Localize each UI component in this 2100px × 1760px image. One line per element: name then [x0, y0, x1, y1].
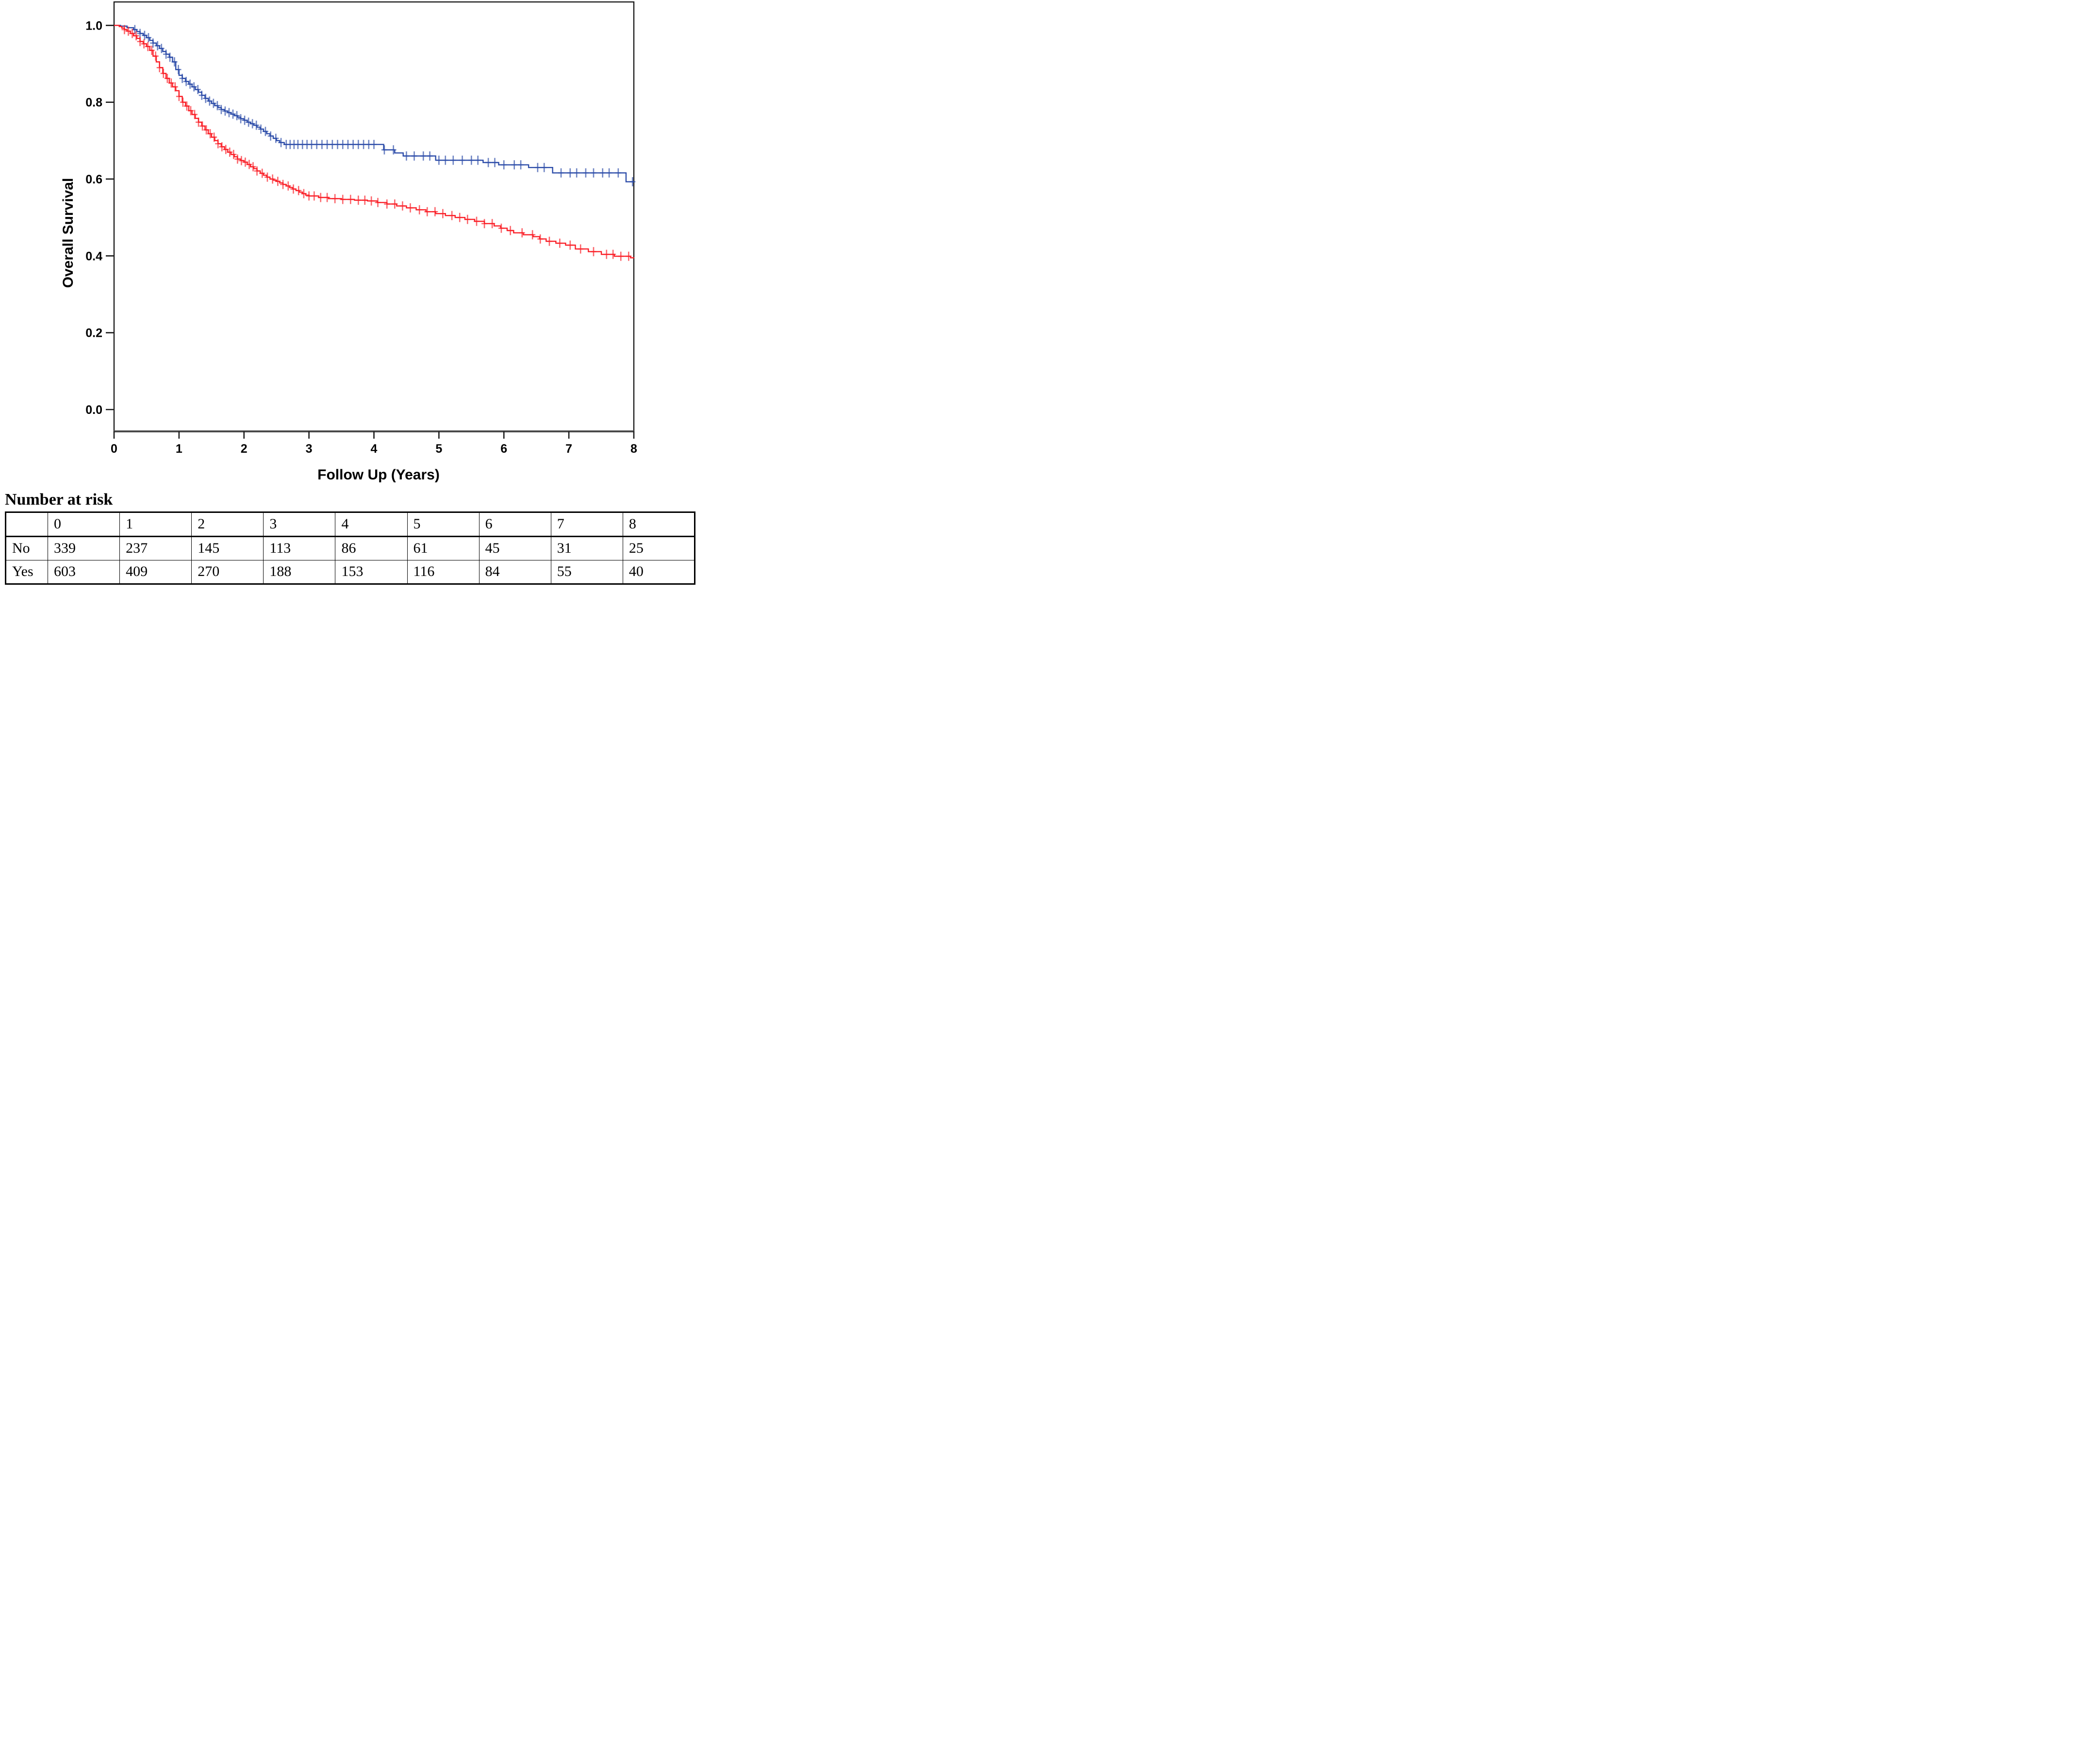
survival-curves	[114, 25, 636, 261]
risk-table-row: No 339 237 145 113 86 61 45 31 25	[5, 536, 695, 560]
y-tick-label: 0.4	[85, 249, 102, 263]
x-tick-label: 2	[241, 442, 248, 456]
censor-marks-no	[132, 25, 636, 187]
x-axis-title: Follow Up (Years)	[317, 467, 440, 483]
risk-table-header-cell: 8	[622, 511, 695, 537]
x-tick-label: 0	[111, 442, 117, 456]
risk-cell: 188	[263, 559, 336, 584]
x-tick-label: 7	[565, 442, 572, 456]
risk-cell: 409	[119, 559, 192, 584]
risk-cell: 55	[550, 559, 623, 584]
x-tick-label: 3	[306, 442, 313, 456]
risk-table-header-cell: 4	[335, 511, 408, 537]
risk-cell: 145	[191, 536, 264, 560]
y-tick-label: 0.6	[85, 173, 102, 186]
risk-cell: 86	[335, 536, 408, 560]
x-axis-ticks: 0 1 2 3 4 5 6 7 8	[111, 431, 637, 456]
risk-row-label: Yes	[5, 559, 48, 584]
risk-table-header-cell: 0	[47, 511, 120, 537]
plot-border	[113, 1, 635, 432]
y-axis-title: Overall Survival	[60, 178, 76, 288]
y-axis-ticks: 1.0 0.8 0.6 0.4 0.2 0.0	[85, 19, 114, 417]
y-tick-label: 0.8	[85, 96, 102, 110]
y-tick-label: 1.0	[85, 19, 102, 33]
risk-row-label: No	[5, 536, 48, 560]
y-tick-label: 0.0	[85, 403, 102, 417]
number-at-risk-table: 0 1 2 3 4 5 6 7 8 No 339 237 145 113 86 61 45 31 25 Yes 603 4…	[5, 511, 695, 585]
risk-cell: 116	[407, 559, 480, 584]
risk-cell: 40	[622, 559, 695, 584]
survival-plot: 1.0 0.8 0.6 0.4 0.2 0.0 0 1 2 3 4 5 6 7 8 Overall Sur…	[60, 1, 637, 483]
x-tick-label: 4	[371, 442, 378, 456]
x-tick-label: 8	[630, 442, 637, 456]
risk-cell: 153	[335, 559, 408, 584]
risk-cell: 31	[550, 536, 623, 560]
risk-cell: 270	[191, 559, 264, 584]
risk-table-header-cell: 1	[119, 511, 192, 537]
censor-marks-yes	[121, 25, 632, 261]
risk-cell: 25	[622, 536, 695, 560]
x-tick-label: 6	[500, 442, 507, 456]
km-curve-no	[114, 25, 634, 182]
risk-cell: 113	[263, 536, 336, 560]
risk-cell: 84	[479, 559, 551, 584]
risk-cell: 61	[407, 536, 480, 560]
risk-table-header-cell: 2	[191, 511, 264, 537]
risk-table-header-cell: 7	[550, 511, 623, 537]
x-tick-label: 5	[435, 442, 442, 456]
risk-cell: 603	[47, 559, 120, 584]
risk-cell: 339	[47, 536, 120, 560]
risk-cell: 45	[479, 536, 551, 560]
risk-table-title: Number at risk	[5, 491, 113, 509]
risk-table-row: Yes 603 409 270 188 153 116 84 55 40	[5, 559, 695, 584]
risk-cell: 237	[119, 536, 192, 560]
risk-table-header-cell	[5, 511, 48, 537]
x-tick-label: 1	[176, 442, 182, 456]
risk-table-header-cell: 6	[479, 511, 551, 537]
risk-table-header-cell: 3	[263, 511, 336, 537]
y-tick-label: 0.2	[85, 327, 102, 340]
risk-table-header-cell: 5	[407, 511, 480, 537]
